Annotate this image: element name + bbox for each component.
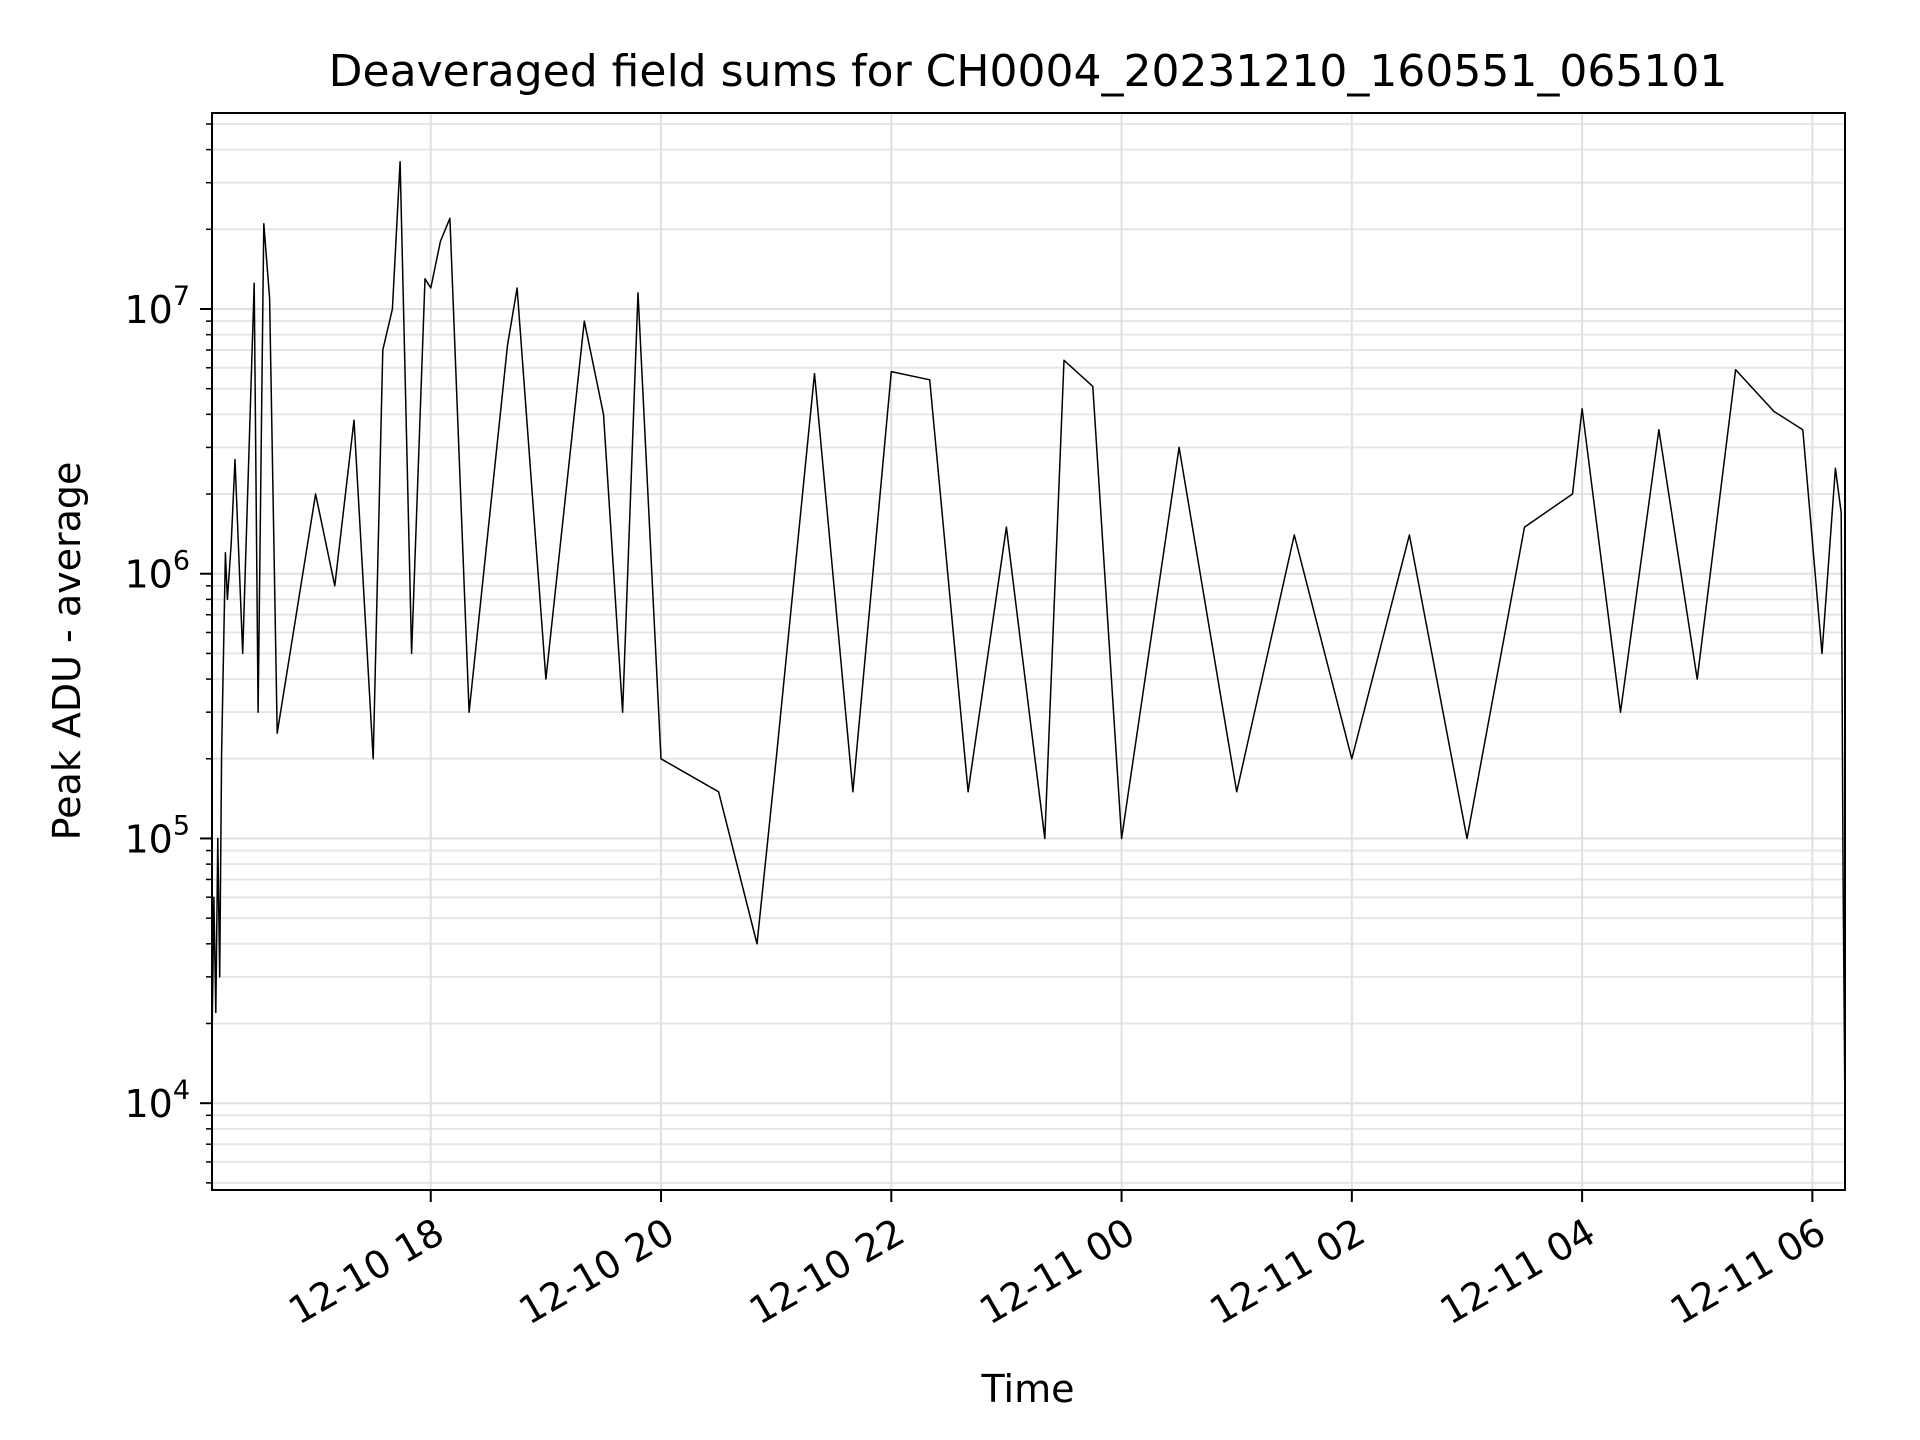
y-axis-label: Peak ADU - average xyxy=(45,462,89,841)
y-tick-label: 107 xyxy=(124,281,190,332)
y-tick-label: 106 xyxy=(124,546,190,597)
x-axis-label: Time xyxy=(981,1367,1075,1411)
y-tick-label: 104 xyxy=(124,1075,190,1126)
series-layer xyxy=(211,160,1846,1116)
grid xyxy=(212,113,1845,1190)
y-tick-label: 105 xyxy=(124,810,190,861)
y-axis: 104 105 106 107 xyxy=(124,123,212,1184)
plot-frame xyxy=(211,112,1846,1191)
chart-title: Deaveraged field sums for CH0004_2023121… xyxy=(329,46,1728,97)
data-line xyxy=(211,160,1846,1116)
